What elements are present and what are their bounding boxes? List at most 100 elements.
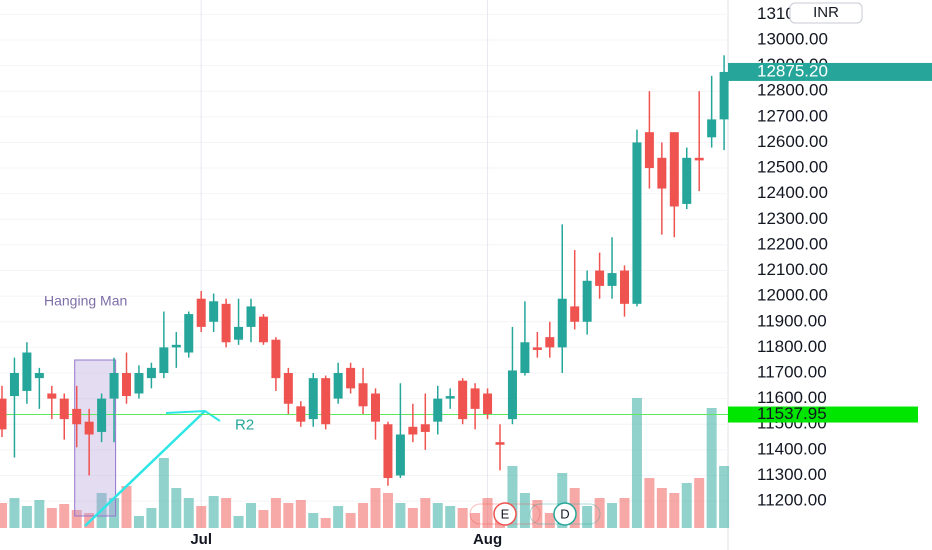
candles (0, 55, 729, 486)
candle-body (84, 421, 94, 435)
volume-bar (631, 398, 642, 528)
candle-body (582, 280, 592, 322)
candle-body (346, 367, 356, 389)
level-label-box (728, 406, 918, 423)
volume-bar (121, 486, 132, 528)
overlays: 11537.95 12875.20 INR E D (469, 2, 932, 526)
candle-body (483, 393, 493, 414)
currency-badge[interactable] (789, 2, 863, 24)
y-tick-label: 12700.00 (757, 106, 828, 125)
volume-bar (320, 518, 331, 528)
candle-body (283, 373, 293, 404)
y-tick-label: 11900.00 (757, 311, 827, 330)
candle-body (134, 373, 144, 394)
y-tick-label: 11400.00 (757, 439, 827, 458)
volume-bar (470, 513, 481, 528)
candle-body (694, 157, 704, 161)
candle-body (146, 367, 156, 379)
candle-body (557, 298, 567, 348)
grid (0, 0, 728, 528)
candle-body (620, 270, 629, 304)
volume-bar (21, 506, 32, 528)
volume-bar (59, 504, 70, 528)
volume-bar (532, 500, 543, 528)
candle-body (109, 373, 119, 399)
volume-bar (519, 493, 530, 528)
x-tick-label: Aug (473, 531, 502, 548)
pattern-label: Hanging Man (44, 293, 127, 309)
volume-bar (669, 493, 680, 528)
candle-body (458, 380, 468, 420)
pattern-box (74, 359, 117, 517)
volume-bar (457, 508, 468, 528)
x-tick-label: Jul (190, 531, 212, 548)
volume-bar (9, 498, 20, 528)
volume-bar (719, 466, 730, 528)
volume-bar (557, 473, 568, 528)
volume-bar (196, 506, 207, 528)
volume-bar (208, 496, 219, 528)
candle-body (607, 273, 617, 286)
y-tick-label: 11200.00 (757, 491, 827, 510)
volume-bar (308, 513, 319, 528)
candle-body (47, 393, 57, 399)
candle-body (383, 424, 393, 479)
candle-body (321, 378, 331, 425)
volume-bar (594, 498, 605, 528)
candle-body (669, 132, 679, 207)
volume-bar (71, 510, 82, 528)
event-badge-circle[interactable] (493, 502, 517, 526)
candle-body (209, 301, 219, 322)
event-badge-label[interactable]: D (560, 506, 569, 521)
volume-bar (644, 478, 655, 528)
candle-body (707, 119, 717, 138)
candle-body (296, 406, 306, 422)
volume-bar (706, 408, 717, 528)
candle-body (0, 398, 7, 430)
candle-body (59, 398, 69, 420)
candle-body (358, 383, 368, 407)
y-tick-label: 12300.00 (757, 209, 828, 228)
volume-bar (656, 488, 667, 528)
volume-bar (233, 516, 244, 528)
candle-body (632, 142, 642, 304)
candle-body (657, 157, 667, 189)
volume-bar (607, 503, 618, 528)
last-price-label: 12875.20 (757, 61, 828, 80)
event-badge-label[interactable]: E (501, 506, 510, 521)
volume-bar (507, 466, 518, 528)
candle-body (34, 373, 44, 379)
volume-bar (358, 503, 369, 528)
candle-body (97, 398, 107, 432)
volume-bar (171, 488, 182, 528)
candle-body (122, 373, 131, 397)
candle-body (258, 316, 268, 343)
candle-body (371, 393, 380, 422)
trend-arrowhead (165, 409, 221, 422)
volume-bar (445, 506, 456, 528)
event-badge-circle[interactable] (553, 502, 577, 526)
candle-body (308, 378, 318, 420)
volume-bar (246, 503, 256, 528)
y-tick-label: 12800.00 (757, 81, 828, 100)
candle-body (445, 396, 455, 399)
y-tick-label: 11300.00 (757, 465, 827, 484)
volume-bar (221, 498, 232, 528)
level-name: R2 (235, 416, 254, 433)
candle-body (682, 157, 692, 204)
y-tick-label: 12100.00 (757, 260, 828, 279)
volume-bar (345, 513, 356, 528)
trend-line (84, 410, 206, 527)
candle-body (595, 270, 605, 286)
volume-bar (46, 508, 57, 528)
volume-bar (133, 516, 144, 528)
currency-label[interactable]: INR (813, 4, 839, 21)
volume-bar (432, 503, 443, 528)
volume-bar (370, 488, 381, 528)
y-tick-label: 11600.00 (757, 388, 827, 407)
candle-body (570, 306, 580, 322)
candle-body (72, 408, 82, 425)
volume-bar (270, 498, 281, 528)
volume-bar (183, 498, 194, 528)
